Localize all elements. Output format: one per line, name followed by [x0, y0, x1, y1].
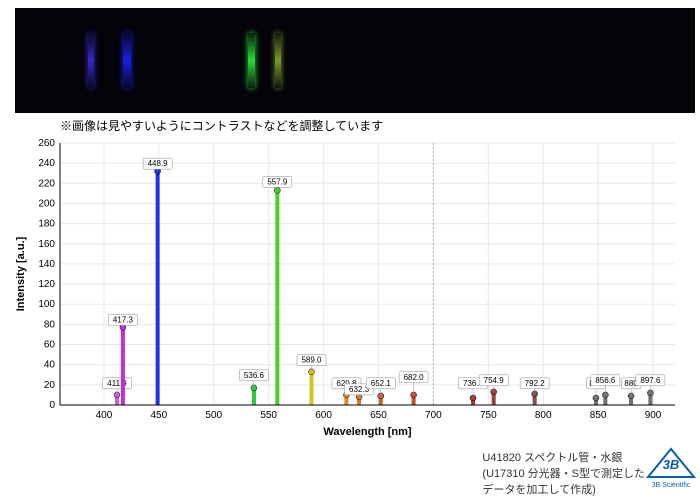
svg-text:850: 850: [590, 410, 607, 421]
svg-text:80: 80: [44, 319, 56, 330]
svg-text:792.2: 792.2: [525, 379, 546, 388]
svg-text:20: 20: [44, 380, 56, 391]
contrast-note: ※画像は見やすいようにコントラストなどを調整しています: [60, 117, 383, 134]
svg-text:0: 0: [49, 400, 55, 411]
spectrum-photo: [15, 8, 695, 113]
svg-text:650: 650: [370, 410, 387, 421]
svg-text:160: 160: [38, 239, 55, 250]
svg-text:240: 240: [38, 158, 55, 169]
svg-text:417.3: 417.3: [113, 315, 134, 324]
svg-text:600: 600: [315, 410, 332, 421]
footer-caption: U41820 スペクトル管・水銀 (U17310 分光器・S型で測定した データ…: [482, 449, 645, 497]
svg-text:180: 180: [38, 219, 55, 230]
spectrum-chart: 0 20 40 60 80 100 120 140 160 180 200 220 240 260 400 4…: [10, 135, 690, 440]
svg-text:589.0: 589.0: [301, 356, 322, 365]
svg-text:400: 400: [96, 410, 113, 421]
svg-text:260: 260: [38, 138, 55, 149]
footer-line3: データを加工して作成): [482, 484, 595, 496]
svg-text:Wavelength [nm]: Wavelength [nm]: [323, 426, 412, 438]
svg-text:754.9: 754.9: [484, 376, 505, 385]
svg-text:Intensity [a.u.]: Intensity [a.u.]: [15, 236, 27, 311]
svg-text:3B: 3B: [663, 457, 680, 472]
svg-text:900: 900: [645, 410, 662, 421]
svg-text:60: 60: [44, 340, 56, 351]
svg-text:800: 800: [535, 410, 552, 421]
svg-text:550: 550: [260, 410, 277, 421]
svg-text:652.1: 652.1: [371, 379, 392, 388]
svg-text:220: 220: [38, 178, 55, 189]
footer-line1: U41820 スペクトル管・水銀: [482, 452, 622, 464]
svg-text:682.0: 682.0: [404, 373, 425, 382]
svg-text:750: 750: [480, 410, 497, 421]
brand-logo: 3B 3B Scientific: [646, 447, 696, 494]
svg-text:120: 120: [38, 279, 55, 290]
svg-text:450: 450: [150, 410, 167, 421]
svg-text:856.6: 856.6: [595, 376, 616, 385]
svg-text:140: 140: [38, 259, 55, 270]
svg-text:700: 700: [425, 410, 442, 421]
svg-text:536.6: 536.6: [244, 371, 265, 380]
svg-text:100: 100: [38, 299, 55, 310]
svg-text:557.9: 557.9: [267, 177, 288, 186]
svg-text:3B Scientific: 3B Scientific: [652, 482, 691, 489]
svg-text:897.6: 897.6: [640, 376, 661, 385]
svg-text:200: 200: [38, 198, 55, 209]
footer-line2: (U17310 分光器・S型で測定した: [482, 468, 645, 480]
svg-text:500: 500: [205, 410, 222, 421]
svg-text:40: 40: [44, 360, 56, 371]
svg-text:448.9: 448.9: [148, 159, 169, 168]
